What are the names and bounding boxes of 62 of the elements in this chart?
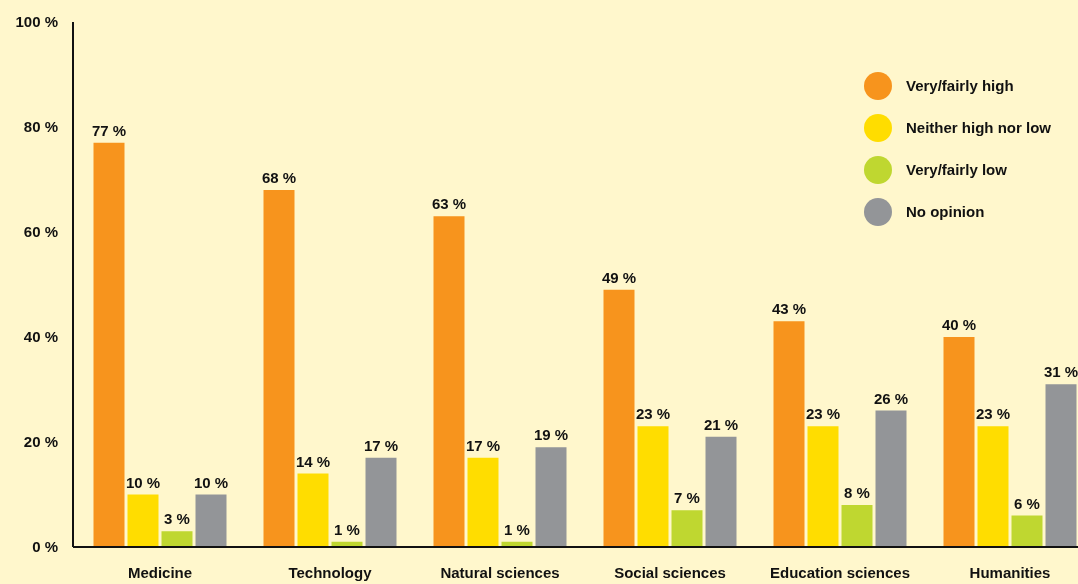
bar xyxy=(433,216,465,547)
data-label: 8 % xyxy=(844,484,870,501)
bar xyxy=(603,289,635,547)
x-tick-label: Natural sciences xyxy=(440,564,560,581)
bar xyxy=(841,505,873,547)
data-label: 68 % xyxy=(261,169,297,186)
data-label: 19 % xyxy=(533,426,569,444)
data-label: 23 % xyxy=(635,405,671,423)
data-label: 21 % xyxy=(703,415,739,433)
y-tick-label: 60 % xyxy=(23,223,58,241)
bar xyxy=(161,531,193,547)
data-label: 26 % xyxy=(873,389,909,407)
data-label: 63 % xyxy=(431,195,467,213)
bar xyxy=(263,190,295,547)
data-label: 10 % xyxy=(193,473,229,491)
data-label: 17 % xyxy=(363,436,399,454)
y-tick-label: 40 % xyxy=(23,328,58,346)
bar xyxy=(365,457,397,547)
bar xyxy=(467,457,499,547)
legend-label: No opinion xyxy=(906,203,985,221)
data-label: 77 % xyxy=(91,121,127,139)
data-label: 23 % xyxy=(805,405,841,423)
data-label: 14 % xyxy=(295,452,331,470)
data-label: 3 % xyxy=(164,510,190,528)
bar xyxy=(773,321,805,547)
x-tick-label: Social sciences xyxy=(614,564,726,581)
bar xyxy=(1045,384,1077,547)
data-label: 43 % xyxy=(771,300,807,318)
y-tick-label: 80 % xyxy=(23,118,58,136)
bar xyxy=(195,494,227,547)
bar xyxy=(297,473,329,547)
data-label: 1 % xyxy=(334,520,360,538)
bar xyxy=(705,436,737,547)
x-tick-label: Technology xyxy=(288,564,373,581)
data-label: 6 % xyxy=(1014,494,1040,512)
bar xyxy=(535,447,567,547)
data-label: 7 % xyxy=(674,489,700,507)
data-label: 23 % xyxy=(975,405,1011,423)
y-tick-label: 100 % xyxy=(15,13,58,31)
data-label: 40 % xyxy=(941,316,977,333)
bar xyxy=(127,494,159,547)
legend-label: Neither high nor low xyxy=(906,119,1052,137)
data-label: 1 % xyxy=(504,520,530,538)
y-tick-label: 0 % xyxy=(32,538,58,556)
bar xyxy=(637,426,669,547)
bar xyxy=(1011,515,1043,547)
data-label: 31 % xyxy=(1043,363,1078,381)
data-label: 10 % xyxy=(125,473,161,491)
x-tick-label: Education sciences xyxy=(769,564,911,581)
bar xyxy=(671,510,703,547)
legend-label: Very/fairly low xyxy=(906,161,1008,179)
bar xyxy=(977,426,1009,547)
data-label: 49 % xyxy=(601,268,637,286)
data-label: 17 % xyxy=(465,436,501,454)
bar xyxy=(943,337,975,547)
y-tick-label: 20 % xyxy=(23,433,58,451)
bar xyxy=(875,410,907,547)
x-tick-label: Medicine xyxy=(127,564,193,581)
bar xyxy=(807,426,839,547)
x-tick-label: Humanities xyxy=(969,564,1051,581)
bar xyxy=(93,142,125,547)
legend-label: Very/fairly high xyxy=(906,77,1014,95)
